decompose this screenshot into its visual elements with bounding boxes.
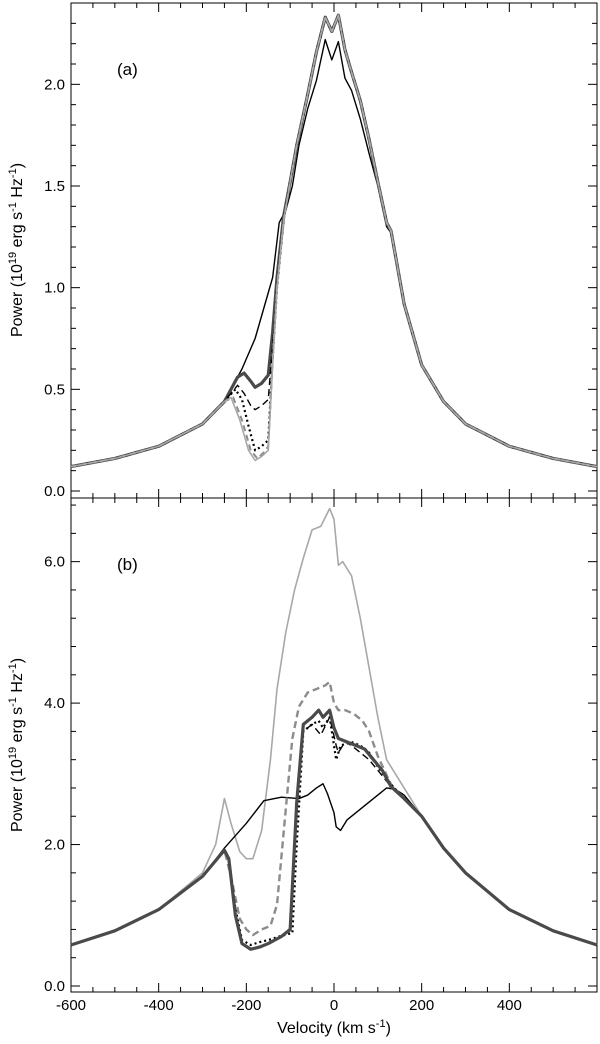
y-axis-title-b-mid1: erg s (9, 707, 26, 747)
y-axis-title-a: Power (1019 erg s-1 Hz-1) (7, 163, 26, 337)
x-axis-title-sup: -1 (376, 1018, 386, 1030)
y-axis-title-a-prefix: Power (10 (9, 264, 26, 337)
panel-a-ticks: 0.0 0.5 1.0 1.5 2.0 (44, 2, 598, 500)
y-axis-title-b-exp: 19 (7, 747, 19, 759)
y-axis-title-a-sup1: -1 (7, 202, 19, 212)
y-axis-title-a-mid2: Hz (9, 178, 26, 202)
panel-b-ticks: -600 -400 -200 0 200 400 0.0 2.0 4.0 6.0 (44, 498, 598, 1014)
panel-a-series-thick-dark-gray (70, 13, 598, 469)
y-axis-title-b-prefix: Power (10 (9, 759, 26, 832)
y-axis-title-b-sup1: -1 (7, 697, 19, 707)
panel-b-xtick-label: 0 (330, 997, 338, 1014)
panel-b: -600 -400 -200 0 200 400 0.0 2.0 4.0 6.0 (b) (44, 497, 598, 1014)
y-axis-title-b: Power (1019 erg s-1 Hz-1) (7, 658, 26, 832)
y-axis-title-a-exp: 19 (7, 252, 19, 264)
panel-b-series-thin-light-gray (70, 507, 598, 946)
panel-a-frame (70, 2, 598, 499)
panel-a-series-dashed-gray (70, 14, 598, 468)
panel-b-series-dotted-black (70, 716, 598, 947)
panel-b-ytick-label: 6.0 (44, 554, 65, 571)
panel-a-ytick-label: 1.0 (44, 280, 65, 297)
panel-a-series-thin-solid-black (70, 38, 598, 468)
x-axis-title-close: ) (386, 1020, 391, 1037)
x-axis-title: Velocity (km s-1) (277, 1018, 391, 1037)
panel-a-ytick-label: 2.0 (44, 76, 65, 93)
panel-a-label: (a) (117, 60, 138, 79)
panel-a-ytick-label: 0.5 (44, 381, 65, 398)
panel-b-frame (70, 497, 598, 993)
panel-a-series-dotted-black (70, 14, 598, 468)
panel-a-series-dashed-black (70, 14, 598, 468)
y-axis-title-b-mid2: Hz (9, 673, 26, 697)
y-axis-title-a-sup2: -1 (7, 168, 19, 178)
panel-a-ytick-label: 0.0 (44, 483, 65, 500)
panel-b-ytick-label: 4.0 (44, 695, 65, 712)
panel-b-xtick-label: -600 (56, 997, 86, 1014)
y-axis-title-b-close: ) (9, 658, 26, 663)
panel-b-label: (b) (117, 555, 138, 574)
x-axis-title-text: Velocity (km s (277, 1020, 376, 1037)
panel-b-series-thick-dark-gray (70, 708, 598, 951)
panel-a-series (70, 13, 598, 469)
panel-a-series-thin-light-gray (70, 14, 598, 468)
panel-a-ytick-label: 1.5 (44, 178, 65, 195)
panel-b-xtick-label: 200 (409, 997, 434, 1014)
y-axis-title-b-sup2: -1 (7, 663, 19, 673)
y-axis-title-a-close: ) (9, 163, 26, 168)
y-axis-title-a-mid1: erg s (9, 212, 26, 252)
panel-b-ytick-label: 0.0 (44, 978, 65, 995)
panel-b-series (70, 507, 598, 951)
panel-b-ytick-label: 2.0 (44, 837, 65, 854)
panel-b-series-thin-solid-black (70, 783, 598, 946)
panel-b-xtick-label: -400 (144, 997, 174, 1014)
panel-b-xtick-label: -200 (231, 997, 261, 1014)
panel-b-xtick-label: 400 (497, 997, 522, 1014)
panel-a: 0.0 0.5 1.0 1.5 2.0 (a) (44, 2, 598, 500)
